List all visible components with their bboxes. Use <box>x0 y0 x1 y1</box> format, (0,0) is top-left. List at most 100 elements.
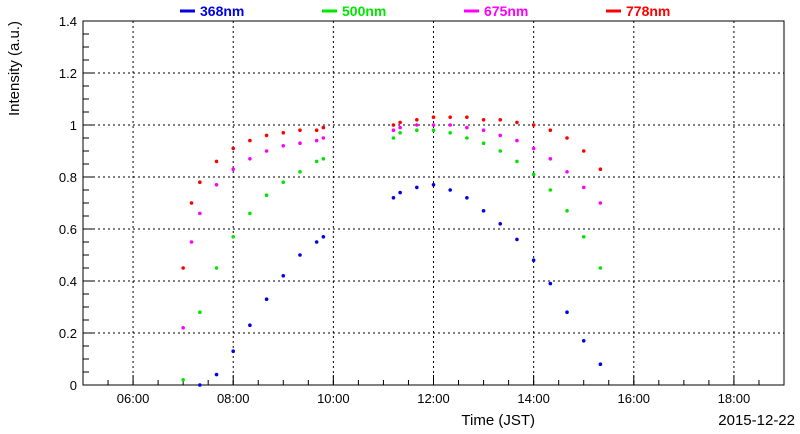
data-point <box>431 115 436 119</box>
data-point <box>298 128 302 132</box>
data-point <box>598 266 603 270</box>
data-point <box>248 323 252 328</box>
data-point <box>181 326 185 330</box>
data-point <box>189 240 194 244</box>
data-point <box>198 310 202 315</box>
data-point <box>581 185 586 190</box>
data-point <box>281 180 286 184</box>
data-point <box>565 170 569 174</box>
date-label: 2015-12-22 <box>718 412 795 429</box>
data-point <box>465 125 469 130</box>
data-point <box>321 235 326 239</box>
data-point <box>214 266 219 270</box>
data-point <box>281 274 286 278</box>
legend-label: 675nm <box>484 3 528 19</box>
data-point <box>448 188 452 192</box>
y-tick-label: 1.2 <box>59 66 77 81</box>
x-tick-label: 16:00 <box>618 391 651 406</box>
data-point <box>565 310 569 315</box>
data-point <box>531 123 536 127</box>
data-point <box>248 211 252 216</box>
data-point <box>198 180 202 184</box>
x-tick-label: 12:00 <box>417 391 450 406</box>
data-point <box>391 136 396 140</box>
ticks: 06:00 08:00 10:00 12:00 14:00 16:00 18:00 0 0.2 0… <box>59 14 785 406</box>
data-point <box>281 131 286 135</box>
data-point <box>264 193 269 197</box>
data-point <box>498 118 503 122</box>
data-point <box>248 157 252 161</box>
data-point <box>264 149 269 153</box>
data-point <box>231 146 236 151</box>
data-point <box>448 115 452 119</box>
data-point <box>415 185 419 190</box>
data-point <box>515 159 519 164</box>
data-point <box>321 136 326 140</box>
data-point <box>314 159 319 164</box>
series-675nm <box>181 123 603 330</box>
data-point <box>391 196 396 200</box>
data-point <box>298 170 302 174</box>
data-point <box>481 209 486 213</box>
series-778nm <box>181 115 603 270</box>
y-tick-label: 0 <box>70 378 77 393</box>
data-point <box>565 136 569 140</box>
data-point <box>598 362 603 367</box>
data-point <box>548 281 553 286</box>
y-tick-label: 0.4 <box>59 274 77 289</box>
data-point <box>198 383 202 387</box>
x-tick-label: 06:00 <box>117 391 150 406</box>
data-point <box>548 157 553 161</box>
data-point <box>481 128 486 132</box>
data-point <box>598 167 603 171</box>
data-point <box>598 201 603 205</box>
data-point <box>298 253 302 257</box>
data-point <box>465 136 469 140</box>
data-point <box>314 138 319 143</box>
data-point <box>548 188 553 192</box>
data-point <box>314 128 319 132</box>
data-point <box>391 123 396 127</box>
data-point <box>515 120 519 125</box>
data-point <box>214 183 219 187</box>
data-point <box>231 167 236 171</box>
data-point <box>531 258 536 263</box>
data-point <box>391 128 396 132</box>
y-tick-label: 0.8 <box>59 170 77 185</box>
data-point <box>321 125 326 130</box>
data-point <box>431 123 436 127</box>
data-point <box>189 201 194 205</box>
data-point <box>398 120 402 125</box>
data-point <box>198 211 202 216</box>
data-point <box>498 133 503 138</box>
data-point <box>465 196 469 200</box>
data-point <box>398 190 402 195</box>
data-point <box>264 133 269 138</box>
x-tick-label: 10:00 <box>317 391 350 406</box>
data-point <box>214 372 219 377</box>
data-point <box>515 138 519 143</box>
data-point <box>431 183 436 187</box>
data-point <box>231 349 236 354</box>
data-point <box>531 146 536 151</box>
legend-label: 368nm <box>200 3 244 19</box>
data-point <box>548 128 553 132</box>
data-point <box>431 128 436 132</box>
data-point <box>264 297 269 302</box>
data-point <box>248 138 252 143</box>
x-tick-label: 18:00 <box>718 391 751 406</box>
data-point <box>581 235 586 239</box>
data-point <box>231 235 236 239</box>
data-point <box>415 118 419 122</box>
legend-label: 500nm <box>342 3 386 19</box>
data-point <box>415 123 419 127</box>
y-tick-label: 1 <box>70 118 77 133</box>
x-tick-label: 14:00 <box>517 391 550 406</box>
x-axis-title: Time (JST) <box>461 412 535 429</box>
data-point <box>181 378 185 382</box>
data-point <box>498 222 503 226</box>
data-point <box>581 149 586 153</box>
data-point <box>515 237 519 242</box>
grid <box>83 21 784 385</box>
